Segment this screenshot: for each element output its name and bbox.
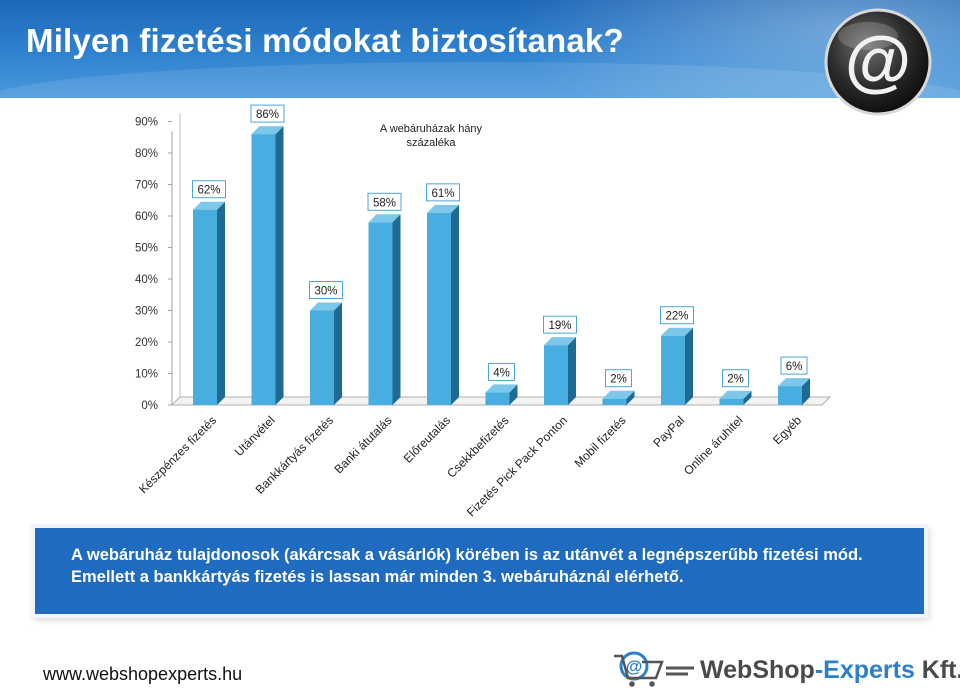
bar [544, 345, 568, 405]
bar-side [802, 378, 810, 405]
bar [719, 398, 744, 405]
value-label-box [605, 369, 632, 388]
y-tick-label: 0% [141, 400, 158, 412]
category-label: Mobil fizetés [572, 413, 629, 470]
bar-top [193, 201, 225, 210]
value-label-box [367, 192, 402, 211]
y-tick-label: 50% [135, 243, 158, 255]
value-label: 30% [314, 286, 337, 298]
value-label: 62% [197, 185, 220, 197]
back-wall-edge [171, 113, 181, 406]
bar [778, 386, 802, 405]
bar-top [719, 390, 752, 399]
bar-side [334, 302, 342, 405]
category-label: Készpénzes fizetés [136, 413, 219, 496]
category-label: Egyéb [770, 413, 804, 447]
value-label: 61% [431, 188, 454, 200]
slide-title: Milyen fizetési módokat biztosítanak? [26, 22, 624, 59]
bar-top [544, 337, 576, 346]
brand-part-1: WebShop [700, 656, 815, 684]
bar [485, 392, 510, 405]
bar-side [626, 390, 635, 405]
bar-chart: 0% 10% 20% 30% 40% 50% 60% 70% 80% 90% A webáruház… [135, 104, 832, 519]
bar [661, 335, 685, 405]
value-label-box [660, 306, 694, 325]
value-label: 86% [256, 109, 279, 121]
category-label: Csekkbefizetés [444, 413, 511, 480]
y-tick-label: 40% [135, 274, 158, 286]
bar-top [310, 302, 342, 311]
bar-side [509, 384, 518, 405]
category-label: PayPal [650, 413, 687, 450]
y-tick-label: 20% [135, 337, 158, 349]
category-label: Utánvétel [232, 413, 278, 459]
svg-text:@: @ [626, 657, 643, 676]
bar-side [275, 126, 284, 405]
value-label-box [543, 315, 577, 334]
value-label-box [426, 183, 460, 202]
legend-text: A webáruházak hány százaléka [380, 123, 483, 149]
bar-side [451, 204, 459, 405]
svg-text:@: @ [845, 23, 911, 99]
brand-name: WebShop-Experts Kft. [700, 656, 960, 685]
bar-top [368, 214, 401, 223]
value-label-box [722, 369, 749, 388]
bar-top [485, 384, 518, 393]
brand-part-3: Kft. [914, 656, 960, 684]
y-tick-label: 90% [135, 117, 158, 129]
bar [251, 134, 276, 405]
bar-top [661, 327, 693, 336]
callout-text: A webáruház tulajdonosok (akárcsak a vás… [71, 546, 863, 586]
bar-side [685, 327, 693, 405]
value-label: 2% [610, 374, 627, 386]
bar-side [392, 214, 401, 405]
value-label: 2% [727, 374, 744, 386]
callout-box: A webáruház tulajdonosok (akárcsak a vás… [35, 528, 924, 614]
value-label: 19% [548, 320, 571, 332]
category-label: Online áruhitel [681, 413, 746, 478]
bar [368, 222, 393, 405]
value-label-box [780, 356, 808, 375]
bar-top [602, 390, 635, 399]
value-label: 4% [493, 367, 510, 379]
value-label: 22% [665, 311, 688, 323]
bar [310, 310, 334, 405]
footer-url[interactable]: www.webshopexperts.hu [43, 664, 243, 684]
brand-part-2: -Experts [814, 656, 915, 684]
value-label-box [192, 180, 226, 199]
y-tick-label: 30% [135, 306, 158, 318]
header-banner: Milyen fizetési módokat biztosítanak? [0, 0, 960, 98]
value-label-box [250, 104, 285, 123]
y-tick-label: 80% [135, 148, 158, 160]
value-label: 6% [786, 361, 803, 373]
bar [602, 398, 627, 405]
category-label: Banki átutalás [331, 413, 394, 476]
bar-side [743, 390, 752, 405]
bar-top [778, 378, 810, 387]
y-tick-label: 60% [135, 211, 158, 223]
y-tick-label: 70% [135, 180, 158, 192]
bar-top [251, 126, 284, 135]
category-label: Előreutalás [401, 413, 453, 465]
value-label-box [309, 281, 343, 299]
bar-side [217, 201, 225, 405]
bar [427, 212, 451, 405]
bar [193, 209, 217, 405]
at-sign-icon: @ [824, 8, 932, 116]
shopping-cart-at-icon: @ [614, 651, 694, 687]
y-tick-label: 10% [135, 369, 158, 381]
value-label-box [488, 362, 515, 381]
category-label: Fizetés Pick Pack Ponton [464, 413, 570, 519]
bar-side [568, 337, 576, 405]
value-label: 58% [373, 197, 396, 209]
bar-top [427, 204, 459, 213]
